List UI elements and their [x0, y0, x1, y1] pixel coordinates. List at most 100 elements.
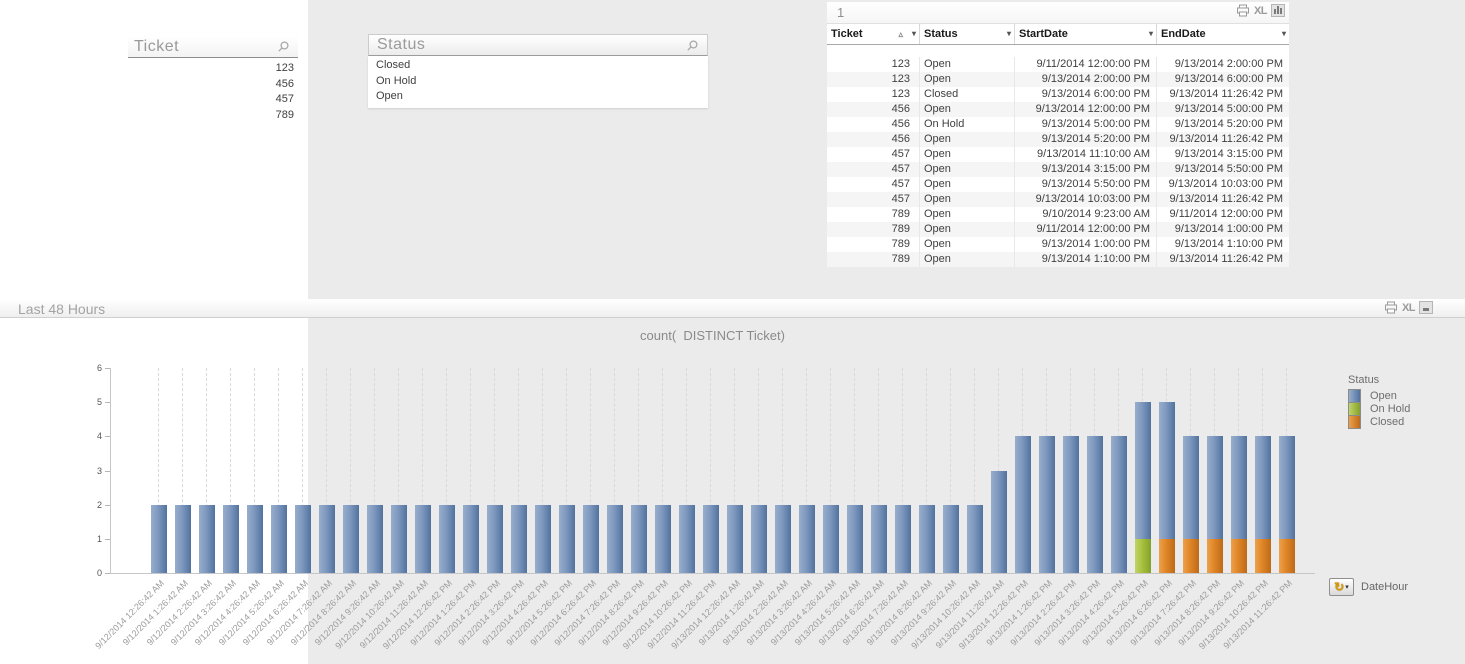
bar-segment-open[interactable]: [1279, 436, 1295, 539]
table-cell[interactable]: Closed: [920, 87, 1015, 102]
table-row[interactable]: 457 Open 9/13/2014 3:15:00 PM 9/13/2014 5:5…: [827, 162, 1289, 177]
bar-segment-open[interactable]: [799, 504, 815, 573]
table-cell[interactable]: 9/10/2014 9:23:00 AM: [1015, 207, 1157, 222]
bar-segment-open[interactable]: [1039, 436, 1055, 573]
bar-segment-open[interactable]: [583, 504, 599, 573]
status-listbox-header[interactable]: Status: [368, 34, 708, 56]
table-cell[interactable]: 457: [827, 162, 920, 177]
print-icon[interactable]: [1236, 4, 1250, 17]
bar-segment-open[interactable]: [679, 504, 695, 573]
table-cell[interactable]: 457: [827, 147, 920, 162]
ticket-list-item[interactable]: 123: [275, 62, 294, 74]
bar-segment-open[interactable]: [775, 504, 791, 573]
table-cell[interactable]: 9/13/2014 3:15:00 PM: [1174, 148, 1283, 160]
sort-ascending-icon[interactable]: ▵: [898, 29, 903, 39]
table-row[interactable]: 789 Open 9/13/2014 1:10:00 PM 9/13/2014 11:…: [827, 252, 1289, 267]
bar-segment-closed[interactable]: [1255, 538, 1271, 573]
bar-segment-open[interactable]: [367, 504, 383, 573]
table-row[interactable]: 457 Open 9/13/2014 11:10:00 AM 9/13/2014 3:…: [827, 147, 1289, 162]
table-cell[interactable]: 9/11/2014 12:00:00 PM: [1015, 57, 1157, 72]
column-header-ticket[interactable]: Ticket ▵ ▾: [827, 24, 920, 44]
bar-segment-open[interactable]: [271, 504, 287, 573]
bar-segment-open[interactable]: [223, 504, 239, 573]
table-cell[interactable]: Open: [920, 222, 1015, 237]
table-row[interactable]: 123 Closed 9/13/2014 6:00:00 PM 9/13/2014 1…: [827, 87, 1289, 102]
bar-segment-open[interactable]: [175, 504, 191, 573]
column-dropdown-icon[interactable]: ▾: [911, 29, 916, 38]
bar-segment-open[interactable]: [247, 504, 263, 573]
bar-segment-open[interactable]: [1231, 436, 1247, 539]
column-dropdown-icon[interactable]: ▾: [1281, 29, 1286, 38]
table-cell[interactable]: Open: [920, 207, 1015, 222]
table-cell[interactable]: 457: [827, 177, 920, 192]
bar-segment-open[interactable]: [919, 504, 935, 573]
table-cell[interactable]: 789: [827, 252, 920, 267]
table-cell[interactable]: 9/13/2014 2:00:00 PM: [1015, 72, 1157, 87]
table-cell[interactable]: 123: [827, 87, 920, 102]
table-cell[interactable]: 9/11/2014 12:00:00 PM: [1169, 208, 1283, 220]
table-row[interactable]: 457 Open 9/13/2014 10:03:00 PM 9/13/2014 11…: [827, 192, 1289, 207]
table-cell[interactable]: Open: [920, 102, 1015, 117]
table-cell[interactable]: 9/13/2014 5:00:00 PM: [1174, 103, 1283, 115]
search-icon[interactable]: [277, 40, 290, 53]
table-cell[interactable]: 9/13/2014 5:20:00 PM: [1015, 132, 1157, 147]
table-cell[interactable]: Open: [920, 132, 1015, 147]
bar-segment-open[interactable]: [871, 504, 887, 573]
table-cell[interactable]: 9/13/2014 12:00:00 PM: [1015, 102, 1157, 117]
bar-segment-open[interactable]: [655, 504, 671, 573]
table-cell[interactable]: Open: [920, 252, 1015, 267]
table-cell[interactable]: 9/13/2014 11:26:42 PM: [1169, 133, 1283, 145]
bar-segment-open[interactable]: [1135, 402, 1151, 539]
table-cell[interactable]: 9/13/2014 2:00:00 PM: [1174, 58, 1283, 70]
bar-segment-open[interactable]: [703, 504, 719, 573]
bar-segment-open[interactable]: [535, 504, 551, 573]
bar-segment-open[interactable]: [967, 504, 983, 573]
bar-segment-closed[interactable]: [1159, 538, 1175, 573]
table-cell[interactable]: 9/13/2014 6:00:00 PM: [1015, 87, 1157, 102]
table-cell[interactable]: 123: [827, 72, 920, 87]
table-cell[interactable]: 9/13/2014 10:03:00 PM: [1015, 192, 1157, 207]
table-cell[interactable]: 9/13/2014 3:15:00 PM: [1015, 162, 1157, 177]
table-row[interactable]: 789 Open 9/13/2014 1:00:00 PM 9/13/2014 1:1…: [827, 237, 1289, 252]
table-cell[interactable]: 456: [827, 102, 920, 117]
bar-segment-open[interactable]: [1159, 402, 1175, 539]
status-list-item[interactable]: Closed: [376, 59, 411, 71]
bar-segment-open[interactable]: [295, 504, 311, 573]
table-cell[interactable]: 9/13/2014 10:03:00 PM: [1168, 178, 1283, 190]
bar-segment-open[interactable]: [607, 504, 623, 573]
table-cell[interactable]: 457: [827, 192, 920, 207]
table-cell[interactable]: 9/13/2014 6:00:00 PM: [1174, 73, 1283, 85]
table-row[interactable]: 789 Open 9/11/2014 12:00:00 PM 9/13/2014 1:…: [827, 222, 1289, 237]
bar-segment-open[interactable]: [1087, 436, 1103, 573]
table-cell[interactable]: 456: [827, 117, 920, 132]
column-header-startdate[interactable]: StartDate ▾: [1015, 24, 1157, 44]
table-row[interactable]: 456 Open 9/13/2014 5:20:00 PM 9/13/2014 11:…: [827, 132, 1289, 147]
table-row[interactable]: 789 Open 9/10/2014 9:23:00 AM 9/11/2014 12:…: [827, 207, 1289, 222]
bar-segment-open[interactable]: [1063, 436, 1079, 573]
bar-segment-closed[interactable]: [1183, 538, 1199, 573]
bar-segment-open[interactable]: [1183, 436, 1199, 539]
bar-segment-open[interactable]: [1111, 436, 1127, 573]
ticket-listbox-header[interactable]: Ticket: [128, 36, 298, 58]
table-cell[interactable]: 9/13/2014 11:26:42 PM: [1169, 193, 1283, 205]
status-list-item[interactable]: Open: [376, 90, 403, 102]
chart-caption-bar[interactable]: Last 48 Hours XL: [0, 299, 1465, 318]
bar-segment-open[interactable]: [1207, 436, 1223, 539]
table-cell[interactable]: 789: [827, 222, 920, 237]
bar-segment-open[interactable]: [463, 504, 479, 573]
bar-segment-closed[interactable]: [1207, 538, 1223, 573]
table-cell[interactable]: Open: [920, 237, 1015, 252]
table-row[interactable]: 456 Open 9/13/2014 12:00:00 PM 9/13/2014 5:…: [827, 102, 1289, 117]
column-header-enddate[interactable]: EndDate ▾: [1157, 24, 1289, 44]
bar-segment-open[interactable]: [847, 504, 863, 573]
column-dropdown-icon[interactable]: ▾: [1006, 29, 1011, 38]
table-cell[interactable]: Open: [920, 147, 1015, 162]
table-caption-bar[interactable]: 1 XL: [827, 2, 1289, 24]
bar-segment-open[interactable]: [1255, 436, 1271, 539]
bar-segment-open[interactable]: [559, 504, 575, 573]
export-excel-icon[interactable]: XL: [1253, 4, 1268, 17]
bar-segment-closed[interactable]: [1279, 538, 1295, 573]
bar-segment-open[interactable]: [751, 504, 767, 573]
bar-segment-open[interactable]: [991, 470, 1007, 573]
table-cell[interactable]: 9/11/2014 12:00:00 PM: [1015, 222, 1157, 237]
